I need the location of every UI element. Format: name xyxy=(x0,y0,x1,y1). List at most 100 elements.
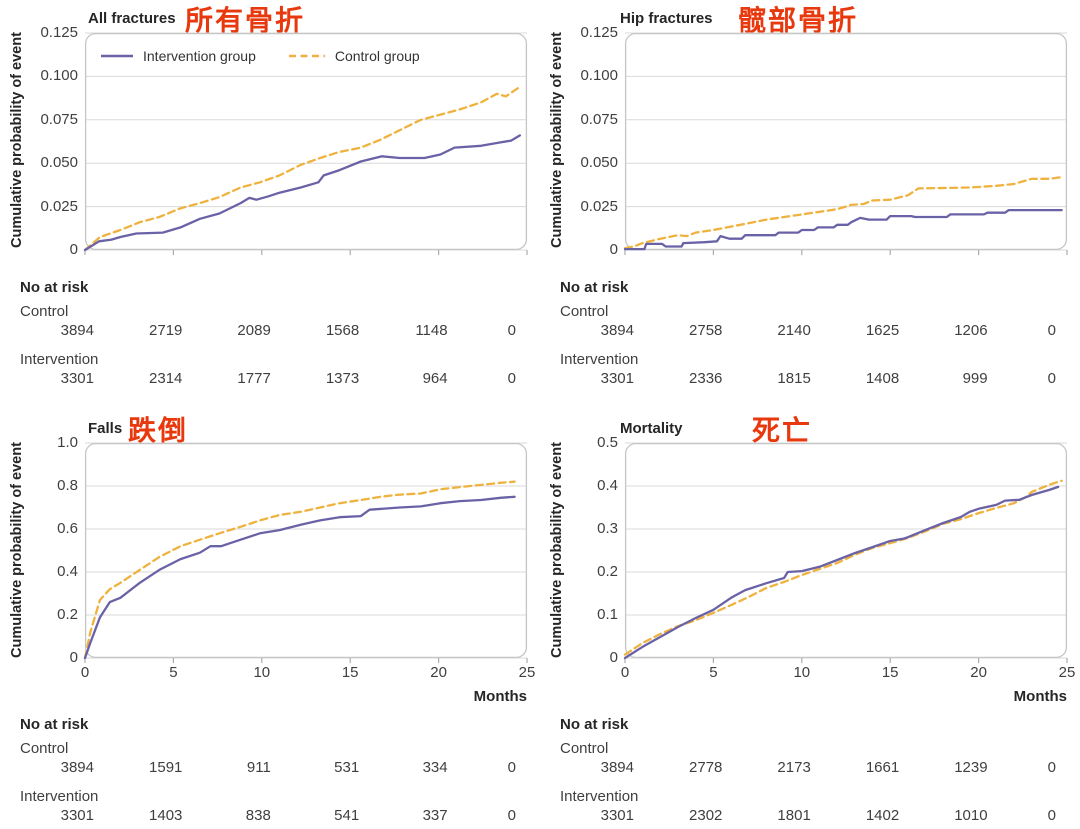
x-tick-label: 0 xyxy=(80,664,90,681)
x-tick-label: 5 xyxy=(169,664,178,681)
risk-value: 2173 xyxy=(777,759,811,776)
chart-title-chinese-annotation: 所有骨折 xyxy=(185,5,306,36)
y-tick-label: 0.6 xyxy=(57,520,78,537)
risk-row-label: Intervention xyxy=(20,351,99,368)
x-tick-label: 10 xyxy=(793,664,811,681)
risk-value: 1591 xyxy=(149,759,183,776)
risk-value: 2719 xyxy=(149,322,183,339)
chart-title: Falls xyxy=(88,420,123,437)
y-tick-label: 0.025 xyxy=(40,197,78,215)
risk-value: 0 xyxy=(507,322,516,339)
x-tick-label: 25 xyxy=(1058,664,1076,681)
risk-row-label: Intervention xyxy=(560,351,639,368)
x-tick-label: 20 xyxy=(430,664,447,681)
risk-value: 1801 xyxy=(777,807,811,824)
series-intervention xyxy=(623,485,1060,660)
risk-value: 1408 xyxy=(865,370,900,387)
risk-value: 3301 xyxy=(600,370,634,387)
risk-value: 2758 xyxy=(689,322,723,339)
risk-value: 337 xyxy=(422,807,448,824)
x-tick-label: 25 xyxy=(518,664,536,681)
series-intervention xyxy=(83,134,522,252)
risk-value: 0 xyxy=(1047,370,1056,387)
y-axis-label: Cumulative probability of event xyxy=(549,442,565,659)
chart-title-chinese-annotation: 髋部骨折 xyxy=(738,5,859,36)
x-axis-title: Months xyxy=(473,688,527,705)
y-tick-label: 0.075 xyxy=(580,110,618,128)
chart-plot-area xyxy=(83,442,528,663)
risk-table-header: No at risk xyxy=(560,716,629,733)
risk-value: 2778 xyxy=(689,759,723,776)
y-tick-label: 0.1 xyxy=(597,606,618,623)
series-control xyxy=(83,85,522,252)
y-tick-label: 0 xyxy=(609,649,618,666)
risk-value: 1148 xyxy=(415,322,448,339)
risk-value: 1373 xyxy=(325,370,360,387)
x-axis-title: Months xyxy=(1013,688,1067,705)
y-tick-label: 0.4 xyxy=(57,563,78,580)
panel-all-fractures: Cumulative probability of event All frac… xyxy=(0,0,540,410)
risk-table-header: No at risk xyxy=(20,279,89,296)
risk-value: 2140 xyxy=(777,322,811,339)
risk-row-label: Control xyxy=(20,303,69,320)
chart-title: Hip fractures xyxy=(620,10,713,27)
series-intervention xyxy=(623,208,1063,251)
risk-table-header: No at risk xyxy=(20,716,89,733)
x-tick-label: 10 xyxy=(253,664,271,681)
y-tick-label: 0.2 xyxy=(57,606,78,623)
risk-value: 2314 xyxy=(149,370,183,387)
risk-value: 0 xyxy=(1047,322,1056,339)
legend-intervention-line-icon xyxy=(101,54,133,58)
y-axis-label: Cumulative probability of event xyxy=(9,32,25,249)
risk-row-label: Control xyxy=(20,740,69,757)
y-tick-label: 1.0 xyxy=(57,434,78,451)
panel-hip-fractures: Cumulative probability of event Hip frac… xyxy=(540,0,1080,410)
risk-value: 1403 xyxy=(149,807,183,824)
x-tick-label: 15 xyxy=(341,664,359,681)
risk-value: 1777 xyxy=(237,370,271,387)
y-tick-label: 0.025 xyxy=(580,197,618,215)
risk-value: 964 xyxy=(422,370,448,387)
chart-plot-area xyxy=(623,32,1068,255)
risk-value: 3301 xyxy=(60,807,94,824)
risk-value: 1402 xyxy=(865,807,900,824)
y-axis-label: Cumulative probability of event xyxy=(549,32,565,249)
risk-value: 1206 xyxy=(954,322,988,339)
x-tick-label: 0 xyxy=(620,664,630,681)
x-tick-label: 20 xyxy=(970,664,987,681)
risk-table-header: No at risk xyxy=(560,279,629,296)
risk-value: 0 xyxy=(507,370,516,387)
y-tick-label: 0.100 xyxy=(580,67,618,85)
risk-value: 541 xyxy=(334,807,360,824)
y-tick-label: 0.2 xyxy=(597,563,618,580)
risk-value: 3301 xyxy=(60,370,94,387)
risk-value: 3894 xyxy=(60,322,94,339)
risk-value: 2302 xyxy=(689,807,723,824)
risk-value: 0 xyxy=(1047,759,1056,776)
chart-title-chinese-annotation: 跌倒 xyxy=(128,415,189,446)
risk-value: 0 xyxy=(1047,807,1056,824)
risk-value: 1625 xyxy=(865,322,900,339)
x-tick-label: 5 xyxy=(709,664,718,681)
risk-value: 334 xyxy=(422,759,448,776)
y-tick-label: 0.075 xyxy=(40,110,78,128)
y-tick-label: 0.8 xyxy=(57,477,78,494)
risk-row-label: Intervention xyxy=(560,788,639,805)
legend: Intervention group Control group xyxy=(100,48,420,64)
chart-title: All fractures xyxy=(88,10,176,27)
risk-value: 3301 xyxy=(600,807,634,824)
series-intervention xyxy=(83,495,516,660)
chart-plot-area xyxy=(623,442,1068,663)
risk-value: 999 xyxy=(962,370,988,387)
risk-value: 911 xyxy=(246,759,271,776)
chart-plot-area xyxy=(83,32,528,255)
risk-value: 2336 xyxy=(689,370,723,387)
y-tick-label: 0.100 xyxy=(40,67,78,85)
panel-falls: Cumulative probability of event Falls 跌倒… xyxy=(0,410,540,829)
y-tick-label: 0 xyxy=(69,649,78,666)
risk-value: 0 xyxy=(507,807,516,824)
y-axis-label: Cumulative probability of event xyxy=(9,442,25,659)
risk-value: 1010 xyxy=(954,807,988,824)
y-tick-label: 0.125 xyxy=(40,24,78,41)
